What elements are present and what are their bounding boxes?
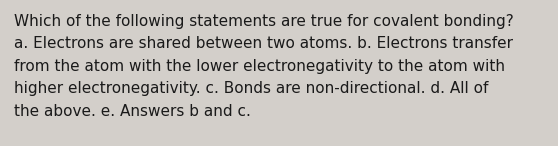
Text: the above. e. Answers b and c.: the above. e. Answers b and c. <box>14 104 251 119</box>
Text: Which of the following statements are true for covalent bonding?: Which of the following statements are tr… <box>14 14 514 29</box>
Text: from the atom with the lower electronegativity to the atom with: from the atom with the lower electronega… <box>14 59 505 74</box>
Text: higher electronegativity. c. Bonds are non-directional. d. All of: higher electronegativity. c. Bonds are n… <box>14 81 488 97</box>
Text: a. Electrons are shared between two atoms. b. Electrons transfer: a. Electrons are shared between two atom… <box>14 36 513 52</box>
